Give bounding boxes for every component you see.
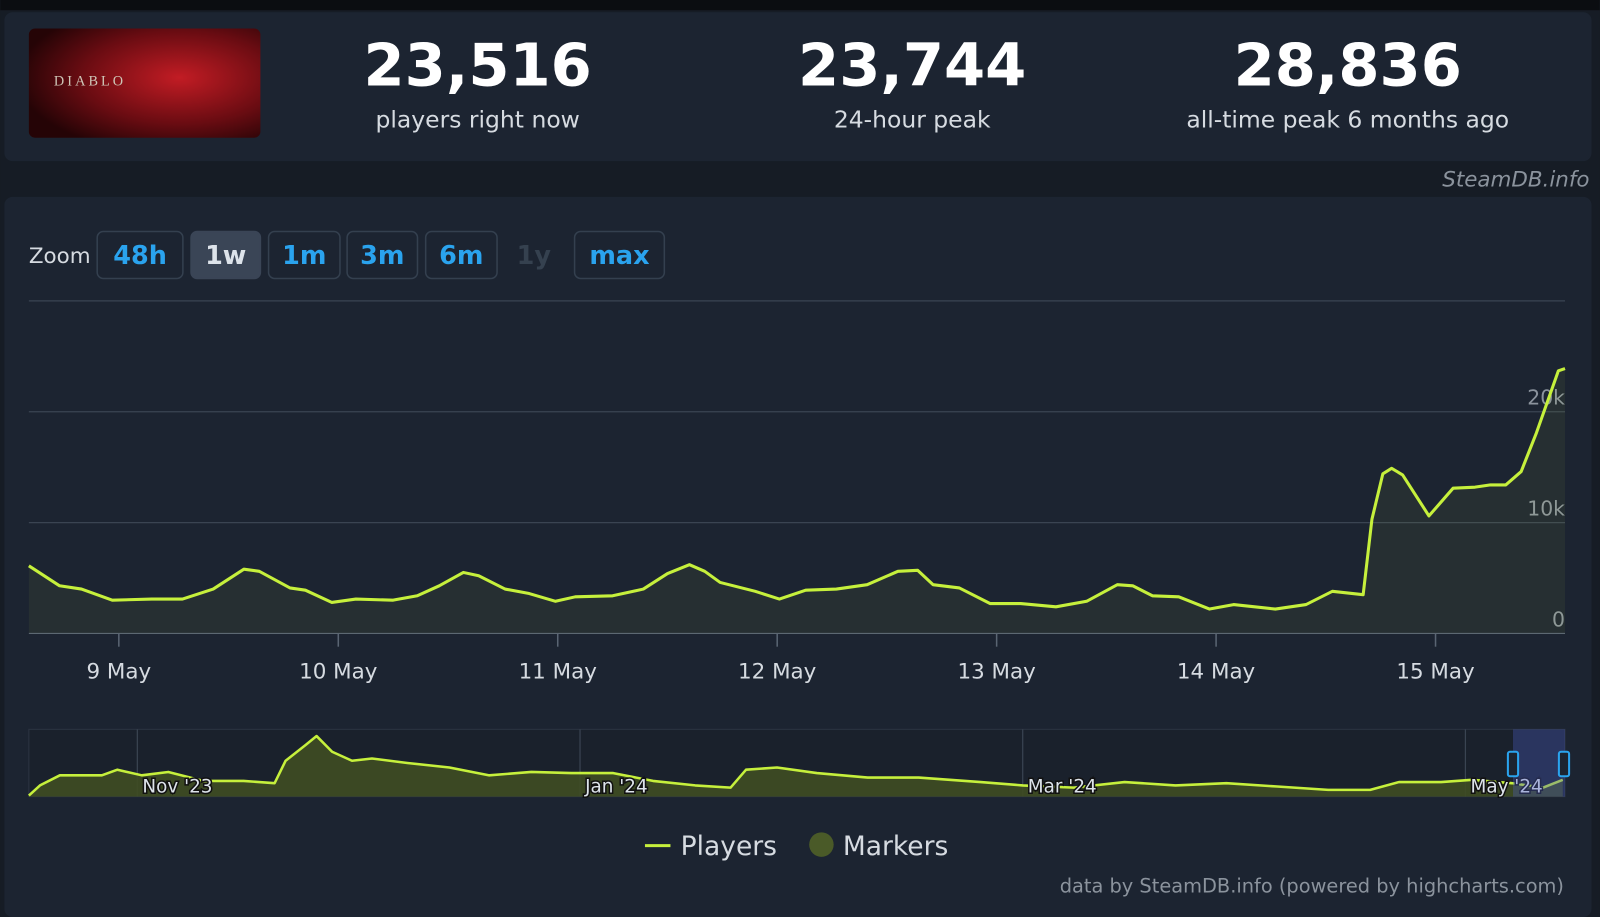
y-tick-label: 10k <box>1527 496 1565 520</box>
header-panel <box>4 12 1592 162</box>
button-label: 3m <box>360 241 404 271</box>
zoom-button[interactable]: 1m <box>267 230 341 280</box>
x-tick-label: 12 May <box>738 659 817 684</box>
legend-entry[interactable]: Players <box>681 831 777 862</box>
cover-logo: DIABLO <box>54 74 126 90</box>
button-label: max <box>589 241 650 271</box>
zoom-button[interactable]: 3m <box>346 230 419 280</box>
stat-value: 23,516 <box>364 31 592 100</box>
x-tick-label: 15 May <box>1396 659 1475 684</box>
button-label: 6m <box>439 241 483 271</box>
credit: data by SteamDB.info (powered by highcha… <box>1060 875 1564 898</box>
area-fill <box>28 736 1563 797</box>
series-fill <box>28 368 1566 634</box>
zoom-button[interactable]: 1w <box>190 230 262 280</box>
x-tick-label: 13 May <box>957 659 1036 684</box>
button-frame <box>424 230 498 280</box>
button-label: 1m <box>282 241 326 271</box>
x-tick-label: 10 May <box>299 659 378 684</box>
navigator-label: May '24 <box>1471 777 1543 798</box>
navigator-label: Nov '23 <box>142 777 212 798</box>
button-frame <box>190 230 262 280</box>
top-bar <box>0 0 1600 11</box>
stat-value: 23,744 <box>798 31 1026 100</box>
stat-label: players right now <box>375 106 579 134</box>
zoom-button[interactable]: 48h <box>96 230 184 280</box>
area-line <box>28 734 1564 797</box>
chart-panel <box>4 196 1592 917</box>
navigator-label: Jan '24 <box>584 777 648 798</box>
button-frame <box>573 230 666 280</box>
button-label: 1y <box>517 241 552 271</box>
y-tick-label: 0 <box>1552 607 1565 631</box>
stat-label: all-time peak 6 months ago <box>1186 106 1509 134</box>
series-line <box>28 367 1566 611</box>
navigator-handle[interactable] <box>1557 750 1571 778</box>
legend-marker <box>809 832 834 857</box>
zoom-button[interactable]: 6m <box>424 230 498 280</box>
button-label: 48h <box>113 241 167 271</box>
stat-label: 24-hour peak <box>834 106 991 134</box>
zoom-button: 1y <box>517 241 552 271</box>
navigator-selection[interactable] <box>1512 729 1566 797</box>
game-cover <box>28 28 261 138</box>
navigator-label: Mar '24 <box>1028 777 1097 798</box>
x-tick-label: 14 May <box>1177 659 1256 684</box>
zoom-buttons: 48h 1w 1m 3m 6m 1y max <box>96 230 666 280</box>
button-frame <box>267 230 341 280</box>
zoom-button[interactable]: max <box>573 230 666 280</box>
navigator-handle[interactable] <box>1506 750 1520 778</box>
button-frame <box>346 230 419 280</box>
watermark: SteamDB.info <box>1442 168 1589 193</box>
button-label: 1w <box>205 241 246 271</box>
stat-value: 28,836 <box>1234 31 1462 100</box>
x-tick-label: 11 May <box>519 659 598 684</box>
button-frame <box>96 230 184 280</box>
zoom-label: Zoom <box>29 244 91 269</box>
navigator: Nov '23 Jan '24 Mar '24 May '24 <box>28 728 1571 799</box>
legend-entry[interactable]: Markers <box>843 831 948 862</box>
x-tick-label: 9 May <box>86 659 151 684</box>
